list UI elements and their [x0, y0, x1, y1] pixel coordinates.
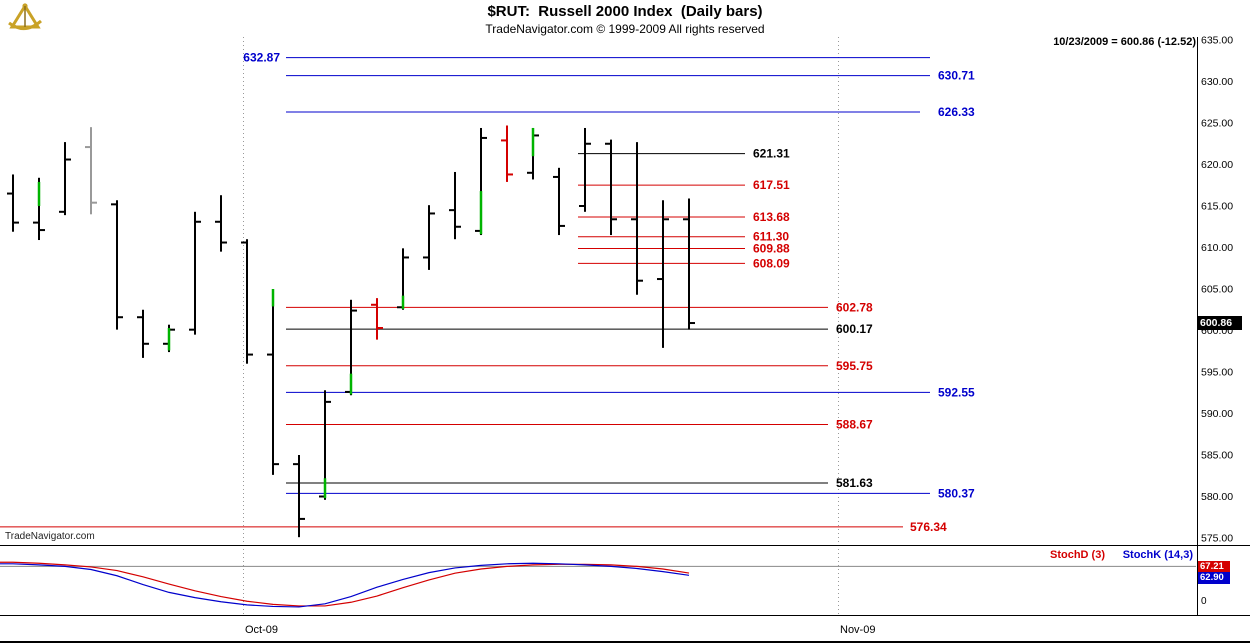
stoch-d-value-badge: 67.21 — [1198, 561, 1230, 573]
price-tick-label: 625.00 — [1201, 118, 1233, 130]
level-label-632.87: 632.87 — [243, 51, 280, 65]
price-tick-label: 595.00 — [1201, 367, 1233, 379]
price-tick-label: 590.00 — [1201, 408, 1233, 420]
level-label-600.17: 600.17 — [836, 322, 873, 336]
last-price-badge: 600.86 — [1198, 316, 1242, 330]
level-label-630.71: 630.71 — [938, 69, 975, 83]
price-tick-label: 605.00 — [1201, 284, 1233, 296]
level-label-613.68: 613.68 — [753, 210, 790, 224]
trade-navigator-logo-icon — [6, 2, 44, 32]
price-tick-label: 630.00 — [1201, 76, 1233, 88]
x-axis-label-nov: Nov-09 — [840, 624, 876, 636]
level-label-626.33: 626.33 — [938, 105, 975, 119]
level-label-576.34: 576.34 — [910, 520, 947, 534]
stoch-d-line — [0, 561, 690, 607]
price-tick-label: 575.00 — [1201, 533, 1233, 545]
level-label-581.63: 581.63 — [836, 476, 873, 490]
price-tick-label: 615.00 — [1201, 201, 1233, 213]
level-label-617.51: 617.51 — [753, 178, 790, 192]
level-label-608.09: 608.09 — [753, 256, 790, 270]
level-label-621.31: 621.31 — [753, 147, 790, 161]
price-tick-label: 620.00 — [1201, 159, 1233, 171]
chart-copyright: TradeNavigator.com © 1999-2009 All right… — [485, 22, 765, 36]
level-label-609.88: 609.88 — [753, 241, 790, 255]
stoch-k-line — [0, 562, 690, 608]
level-label-588.67: 588.67 — [836, 418, 873, 432]
chart-title: $RUT: Russell 2000 Index (Daily bars) — [487, 3, 763, 20]
level-label-595.75: 595.75 — [836, 359, 873, 373]
last-quote-readout: 10/23/2009 = 600.86 (-12.52) — [1053, 36, 1196, 48]
stoch-d-legend[interactable]: StochD (3) — [1050, 549, 1105, 561]
level-label-602.78: 602.78 — [836, 300, 873, 314]
stoch-k-legend[interactable]: StochK (14,3) — [1122, 549, 1193, 561]
price-tick-label: 635.00 — [1201, 35, 1233, 47]
level-label-592.55: 592.55 — [938, 385, 975, 399]
x-axis-label-oct: Oct-09 — [245, 624, 279, 636]
watermark-text: TradeNavigator.com — [5, 531, 95, 542]
level-label-611.30: 611.30 — [753, 230, 789, 244]
level-label-580.37: 580.37 — [938, 486, 975, 500]
stoch-k-value-badge: 62.90 — [1198, 572, 1230, 584]
price-tick-label: 585.00 — [1201, 450, 1233, 462]
stoch-zero-label: 0 — [1201, 596, 1207, 607]
price-tick-label: 580.00 — [1201, 491, 1233, 503]
price-tick-label: 610.00 — [1201, 242, 1233, 254]
